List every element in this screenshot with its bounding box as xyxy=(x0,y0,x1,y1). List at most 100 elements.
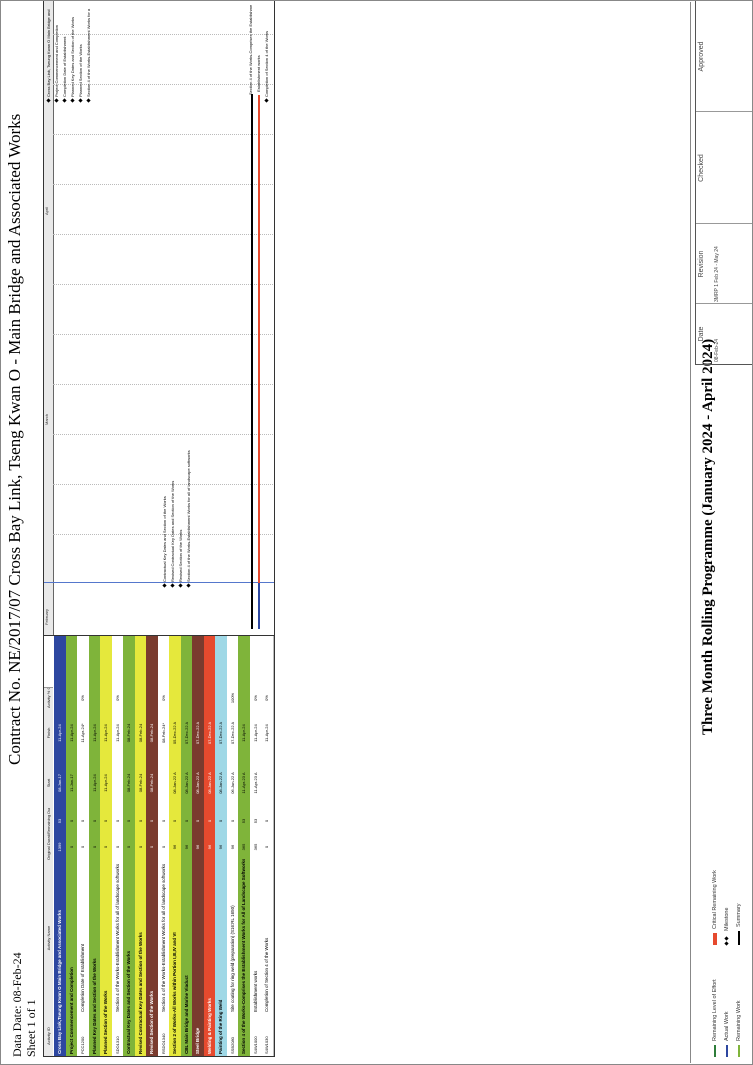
milestone-label: Planned Section of the Works xyxy=(78,44,83,97)
activity-id: SSB2080 xyxy=(229,1037,235,1054)
activity-name: Cross Bay Link,Tseung Kwan O Main Bridge… xyxy=(57,910,63,1054)
summary-icon xyxy=(737,931,740,945)
contract-title: Contract No. NE/2017/07 Cross Bay Link, … xyxy=(5,113,24,765)
percent-complete xyxy=(169,688,181,708)
legend-swatch xyxy=(712,933,717,945)
original-duration: 0 xyxy=(80,845,86,849)
activity-id: PCC1200 xyxy=(80,1036,86,1054)
activity-id: RSDO1340 xyxy=(160,1033,166,1054)
finish-date: 08-Feb-24 xyxy=(126,723,132,743)
percent-complete: 0% xyxy=(114,695,120,701)
finish-date: 11-Apr-24 xyxy=(241,724,247,742)
legend-swatch xyxy=(725,1045,728,1057)
start-date: 08-Feb-24 xyxy=(137,773,143,793)
legend-label: Critical Remaining Work xyxy=(712,870,718,929)
original-duration: 96 xyxy=(195,844,201,850)
percent-complete xyxy=(238,688,250,708)
milestone-label: Cross Bay Link, Tseung Kwan O Main Bridg… xyxy=(46,9,51,97)
remaining-duration: 0 xyxy=(103,819,109,823)
legend-item: Milestone xyxy=(724,907,730,946)
activity-name: Establishment works xyxy=(252,970,258,1012)
milestone-label: Section 4 of the Works-Establishment Wor… xyxy=(86,8,91,97)
finish-date: 11-Apr-24 xyxy=(91,724,97,742)
activity-name: Revised Section of the Works xyxy=(149,990,155,1054)
original-duration: 0 xyxy=(264,845,270,849)
remaining-duration: 0 xyxy=(218,819,224,823)
timeline-month: February xyxy=(44,608,49,625)
legend-item: Remaining Work xyxy=(736,1000,742,1057)
milestone-label: Project Commencement and Completion xyxy=(54,24,59,97)
finish-date: 08-Feb-24 xyxy=(149,723,155,743)
finish-date: 11-Apr-24 xyxy=(103,724,109,742)
legend-swatch xyxy=(737,1045,740,1057)
activity-name: Section 4 of the Works-Establishment Wor… xyxy=(160,863,166,1012)
percent-complete: 100% xyxy=(229,692,235,704)
revision-box: Date 08-Feb-24 Revision 3MRP 1 Feb 24 - … xyxy=(695,0,753,365)
remaining-duration: 53 xyxy=(57,818,63,824)
timeline-month: April xyxy=(44,206,49,215)
original-duration: 0 xyxy=(91,845,97,849)
percent-complete: 0% xyxy=(160,695,166,701)
finish-date: 11-Apr-24* xyxy=(80,723,86,743)
percent-complete xyxy=(123,688,135,708)
finish-date: 08-Feb-24 xyxy=(137,723,143,743)
original-duration: 0 xyxy=(149,845,155,849)
start-date: 06-Jun-22 A xyxy=(229,772,235,794)
milestone-icon xyxy=(724,941,729,946)
programme-title: Three Month Rolling Programme (January 2… xyxy=(700,338,716,735)
activity-name: CBL Main Bridge and Marine Viaduct xyxy=(183,975,189,1054)
percent-complete xyxy=(54,688,66,708)
activity-name: Planned Section of the Works xyxy=(103,990,109,1054)
actual-work-bar xyxy=(258,583,260,629)
remaining-duration: 0 xyxy=(137,819,143,823)
milestone-label: Planned Key Dates and Section of the Wor… xyxy=(70,17,75,97)
legend-item: Summary xyxy=(736,903,742,945)
start-date: 08-Jan-17 xyxy=(57,774,63,793)
start-date: 08-Jan-22 A xyxy=(206,772,212,794)
data-date-line xyxy=(44,582,274,583)
percent-complete xyxy=(146,688,158,708)
activity-id: SDO1310 xyxy=(114,1036,120,1054)
activity-name: Painting of the Ring Weld xyxy=(218,999,224,1054)
activity-table: Activity ID Activity Name Original Durat… xyxy=(43,594,275,1057)
legend-label: Actual Work xyxy=(724,1011,730,1041)
milestone-label: Revised Contractual Key Dates and Sectio… xyxy=(170,480,175,582)
remaining-duration: 0 xyxy=(195,819,201,823)
legend-label: Summary xyxy=(736,903,742,927)
col-percent-complete: Activity % Complete xyxy=(44,687,53,708)
original-duration: 96 xyxy=(183,844,189,850)
remaining-duration: 0 xyxy=(68,819,74,823)
finish-date: 07-Dec-22 A xyxy=(229,721,235,745)
legend-item: Critical Remaining Work xyxy=(712,870,718,945)
remaining-duration: 0 xyxy=(264,819,270,823)
activity-name: Project Commencement and Completion xyxy=(68,967,74,1054)
original-duration: 1399 xyxy=(57,842,63,852)
remaining-duration: 0 xyxy=(80,819,86,823)
original-duration: 0 xyxy=(126,845,132,849)
critical-remaining-bar xyxy=(258,95,260,583)
activity-id: S4W1030 xyxy=(264,1036,270,1054)
start-date xyxy=(112,758,124,808)
rev-header: Checked xyxy=(698,154,705,182)
activity-name: Welding & Painting Works xyxy=(206,998,212,1054)
milestone-label: Section 4 of the Works-Establishment Wor… xyxy=(186,450,191,582)
start-date: 11-Apr-23 A xyxy=(241,772,247,794)
activity-id: S4W1000 xyxy=(252,1036,258,1054)
percent-complete xyxy=(204,688,216,708)
start-date: 08-Jan-22 A xyxy=(218,772,224,794)
col-activity-id: Activity ID xyxy=(44,1015,53,1056)
percent-complete xyxy=(215,688,227,708)
percent-complete xyxy=(66,688,78,708)
col-remaining-duration: Remaining Duration xyxy=(44,807,53,834)
remaining-duration: 0 xyxy=(183,819,189,823)
sheet-number: Sheet 1 of 1 xyxy=(24,999,38,1057)
percent-complete xyxy=(100,688,112,708)
gantt-label: Section 4 of the Works-Comprises the Est… xyxy=(248,4,253,95)
percent-complete xyxy=(135,688,147,708)
remaining-duration: 0 xyxy=(149,819,155,823)
remaining-duration: 0 xyxy=(114,819,120,823)
milestone-label: Completion of Section 4 of the Works xyxy=(264,31,269,97)
legend-label: Remaining Work xyxy=(736,1000,742,1041)
legend-label: Remaining Level of Effort xyxy=(712,979,718,1041)
